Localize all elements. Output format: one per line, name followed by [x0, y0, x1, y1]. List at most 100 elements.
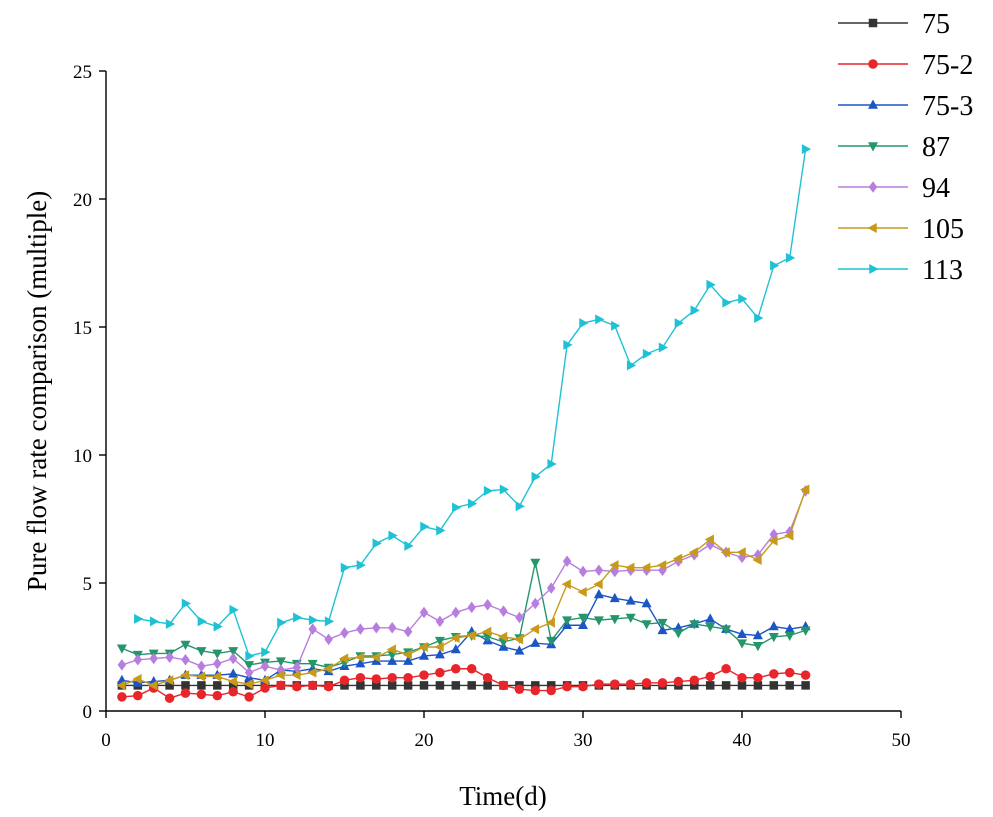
point-113-29 [563, 339, 573, 350]
point-75-3-34 [641, 597, 652, 608]
point-75-2-22 [451, 664, 461, 674]
legend-label-94: 94 [922, 173, 950, 204]
point-75-2-26 [514, 684, 525, 694]
point-75-2-37 [689, 675, 700, 686]
point-75-2-29 [562, 681, 572, 692]
point-105-17 [370, 652, 381, 663]
point-75-2-7 [212, 690, 223, 701]
point-75-42 [769, 681, 779, 690]
point-113-6 [197, 616, 207, 627]
y-axis-ticks: 0 5 10 15 20 25 [73, 62, 106, 723]
point-75-3-18 [387, 655, 398, 665]
point-87-31 [593, 616, 604, 626]
point-105-44 [800, 484, 810, 495]
point-75-3-21 [434, 649, 445, 659]
point-75-3-22 [450, 644, 461, 654]
series-75-2 [117, 664, 811, 703]
point-94-22 [451, 606, 461, 619]
point-75-3-40 [737, 628, 747, 638]
point-105-9 [243, 679, 253, 690]
point-87-6 [196, 647, 207, 657]
point-113-42 [770, 260, 780, 271]
point-113-3 [149, 616, 160, 627]
point-113-2 [134, 613, 144, 624]
point-75-2-23 [466, 664, 477, 674]
series-113 [134, 144, 812, 661]
point-75-7 [213, 681, 222, 690]
series-line-75-2 [121, 667, 806, 699]
point-105-23 [466, 630, 476, 641]
point-87-8 [228, 647, 239, 657]
series-line-105 [121, 489, 807, 687]
point-94-14 [324, 633, 333, 646]
point-113-17 [372, 538, 382, 549]
point-75-23 [467, 681, 476, 690]
point-87-38 [705, 622, 716, 633]
legend-marker-105 [867, 223, 877, 233]
series-105 [116, 484, 810, 691]
point-105-35 [657, 560, 667, 571]
point-87-9 [244, 661, 255, 671]
point-113-25 [499, 484, 509, 495]
point-75-2-19 [403, 672, 413, 683]
point-113-4 [165, 618, 176, 629]
point-75-3-19 [403, 655, 414, 665]
point-75-3-26 [514, 645, 525, 655]
point-75-2-44 [800, 670, 811, 680]
point-105-25 [498, 631, 508, 642]
point-113-41 [754, 313, 764, 324]
series-75 [117, 681, 810, 690]
x-tick-label-4: 40 [733, 730, 752, 751]
point-113-35 [658, 342, 668, 353]
y-tick-label-2: 10 [73, 446, 92, 467]
point-105-31 [593, 579, 603, 590]
series-line-87 [121, 562, 806, 669]
legend-label-113: 113 [922, 255, 963, 286]
point-87-27 [530, 558, 541, 569]
x-tick-label-2: 20 [415, 730, 434, 751]
y-tick-label-1: 5 [83, 574, 93, 595]
point-87-7 [212, 649, 223, 659]
point-87-35 [657, 618, 668, 629]
point-75-20 [419, 681, 429, 690]
point-105-42 [768, 535, 778, 546]
point-87-43 [784, 631, 795, 641]
point-113-34 [642, 348, 653, 359]
point-75-5 [181, 681, 190, 690]
point-75-6 [197, 681, 206, 690]
point-113-13 [308, 615, 319, 626]
point-113-22 [452, 502, 462, 513]
point-113-26 [515, 501, 525, 512]
point-113-38 [706, 279, 716, 290]
y-tick-label-3: 15 [73, 318, 92, 339]
point-75-2-9 [244, 692, 254, 702]
point-113-9 [245, 650, 255, 661]
point-75-2-24 [482, 672, 493, 683]
legend-marker-94 [868, 181, 878, 193]
point-105-8 [227, 676, 237, 687]
point-94-1 [117, 659, 127, 671]
point-94-31 [594, 564, 604, 576]
point-105-21 [434, 642, 444, 652]
point-105-37 [688, 547, 699, 558]
point-113-40 [738, 293, 748, 304]
point-75-38 [705, 681, 715, 690]
legend-label-75-3: 75-3 [922, 91, 973, 122]
point-87-32 [609, 615, 620, 625]
point-75-28 [546, 681, 556, 690]
point-75-2-1 [117, 692, 127, 702]
point-113-28 [547, 458, 557, 469]
point-87-37 [689, 620, 700, 630]
series-87 [116, 558, 811, 673]
point-105-19 [402, 649, 412, 660]
legend-label-75-2: 75-2 [922, 50, 973, 81]
point-94-8 [228, 652, 238, 665]
legend-marker-75 [868, 18, 878, 28]
point-75-2-13 [307, 680, 318, 691]
point-94-5 [181, 654, 190, 666]
point-75-21 [435, 681, 445, 690]
point-113-21 [436, 525, 446, 536]
point-75-2-27 [530, 685, 541, 696]
legend-item-113: 113 [838, 255, 963, 286]
point-105-40 [736, 547, 746, 558]
